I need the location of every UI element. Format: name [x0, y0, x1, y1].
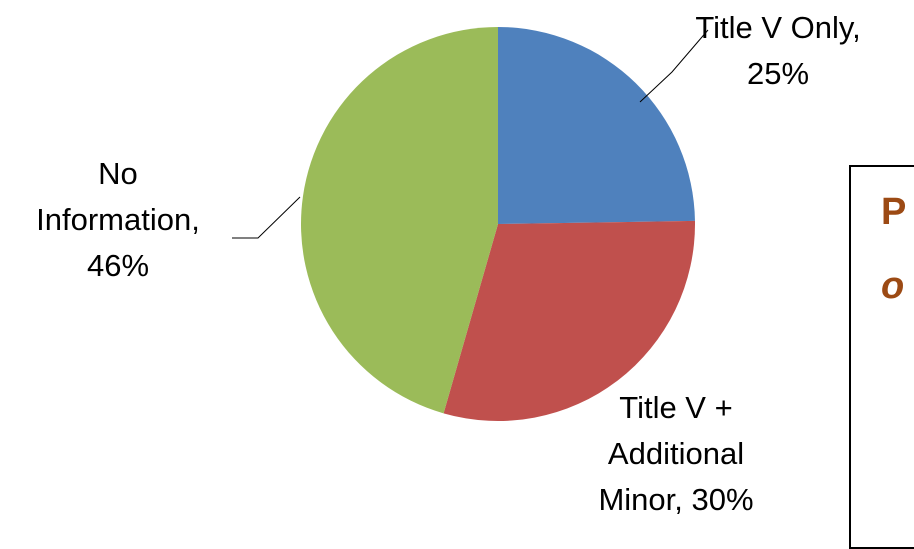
data-label-no-information: No Information, 46% [36, 156, 200, 283]
pie-chart: Title V Only, 25% Title V + Additional Minor… [36, 10, 861, 517]
data-label-title-v-additional-minor: Title V + Additional Minor, 30% [598, 390, 753, 517]
panel-heading-line-1: P [881, 191, 907, 233]
pie-slice-no-information [301, 27, 498, 414]
leader-line-title-v-only [639, 29, 709, 103]
pie-slice-title-v-only [498, 27, 695, 224]
pie-slice-title-v-additional-minor [443, 220, 695, 421]
leader-line-no-information [232, 196, 301, 239]
side-text-panel: P o [849, 165, 914, 549]
panel-heading-line-2: o [881, 265, 905, 307]
data-label-title-v-only: Title V Only, 25% [695, 10, 860, 91]
